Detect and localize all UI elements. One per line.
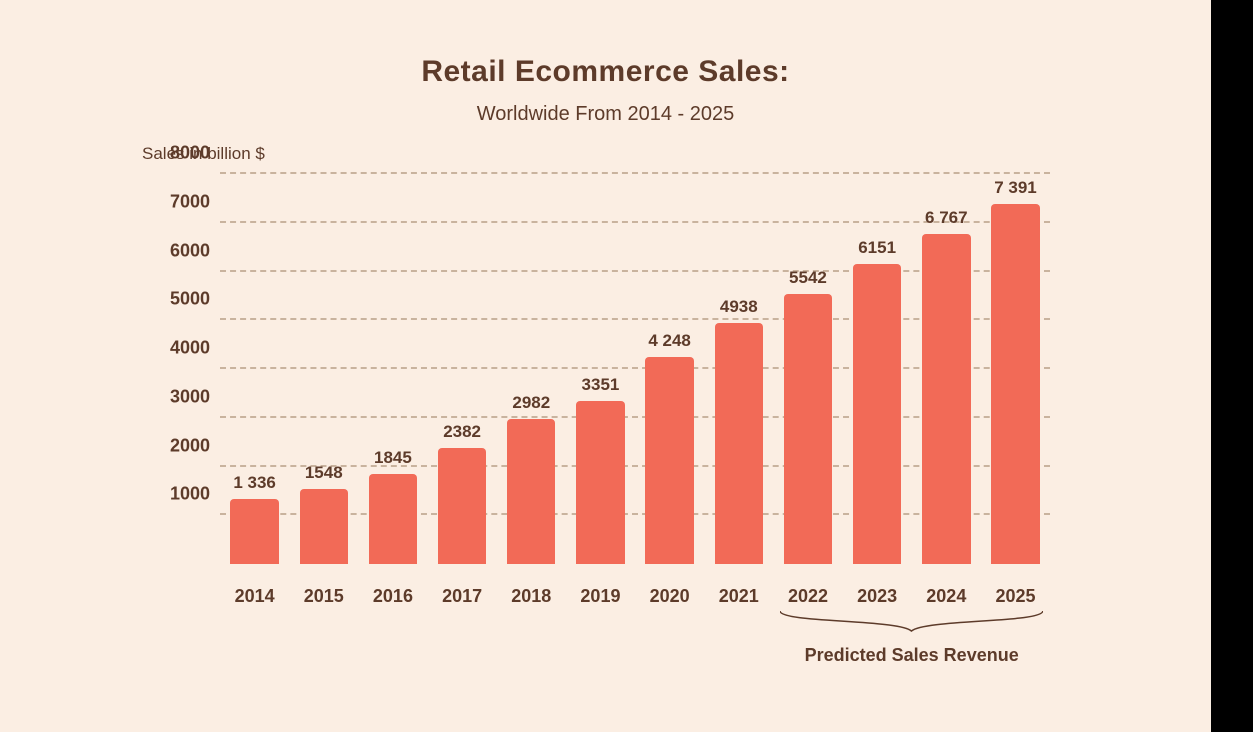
- x-tick-label: 2024: [912, 586, 981, 607]
- y-tick-label: 1000: [140, 484, 210, 505]
- bar-value-label: 2382: [443, 422, 481, 442]
- x-tick-label: 2025: [981, 586, 1050, 607]
- bar-value-label: 6 767: [925, 208, 968, 228]
- y-tick-label: 2000: [140, 435, 210, 456]
- bar: [991, 204, 1039, 564]
- bar: [784, 294, 832, 564]
- bar: [507, 419, 555, 564]
- bar-value-label: 5542: [789, 268, 827, 288]
- bar-slot: 1845: [358, 174, 427, 564]
- bar-slot: 4938: [704, 174, 773, 564]
- y-tick-label: 6000: [140, 240, 210, 261]
- bar-value-label: 2982: [512, 393, 550, 413]
- bar: [300, 489, 348, 564]
- predicted-bracket-area: Predicted Sales Revenue: [220, 607, 1050, 677]
- y-tick-label: 5000: [140, 289, 210, 310]
- x-axis-labels: 2014201520162017201820192020202120222023…: [220, 586, 1050, 607]
- bar: [645, 357, 693, 564]
- bar: [230, 499, 278, 564]
- y-tick-label: 4000: [140, 338, 210, 359]
- x-tick-label: 2015: [289, 586, 358, 607]
- plot-area: 100020003000400050006000700080001 336154…: [140, 174, 1050, 564]
- x-tick-label: 2014: [220, 586, 289, 607]
- y-tick-label: 7000: [140, 191, 210, 212]
- bar: [922, 234, 970, 564]
- bar-slot: 2382: [428, 174, 497, 564]
- x-tick-label: 2018: [497, 586, 566, 607]
- bar-value-label: 1548: [305, 463, 343, 483]
- bar-value-label: 4938: [720, 297, 758, 317]
- page: Retail Ecommerce Sales: Worldwide From 2…: [0, 0, 1253, 732]
- bar-value-label: 1845: [374, 448, 412, 468]
- x-tick-label: 2016: [358, 586, 427, 607]
- x-tick-label: 2017: [428, 586, 497, 607]
- predicted-label: Predicted Sales Revenue: [780, 645, 1043, 666]
- bar-slot: 3351: [566, 174, 635, 564]
- bar-value-label: 7 391: [994, 178, 1037, 198]
- bar-value-label: 4 248: [648, 331, 691, 351]
- bar-slot: 1 336: [220, 174, 289, 564]
- bar-value-label: 6151: [858, 238, 896, 258]
- bar-slot: 4 248: [635, 174, 704, 564]
- y-tick-label: 3000: [140, 386, 210, 407]
- bar: [369, 474, 417, 564]
- x-tick-label: 2022: [773, 586, 842, 607]
- chart-title: Retail Ecommerce Sales:: [40, 55, 1171, 89]
- plot-wrap: 100020003000400050006000700080001 336154…: [140, 174, 1050, 677]
- bar-slot: 6 767: [912, 174, 981, 564]
- x-tick-label: 2021: [704, 586, 773, 607]
- bar: [715, 323, 763, 564]
- bar-slot: 6151: [843, 174, 912, 564]
- x-tick-label: 2020: [635, 586, 704, 607]
- bar-slot: 7 391: [981, 174, 1050, 564]
- y-axis-label: Sales in billion $: [142, 144, 1171, 164]
- chart-subtitle: Worldwide From 2014 - 2025: [40, 103, 1171, 126]
- bars-container: 1 336 1548 1845 2382 2982 3351 4 248 4938 5542 61…: [220, 174, 1050, 564]
- predicted-bracket: [780, 611, 1043, 637]
- bar-slot: 5542: [773, 174, 842, 564]
- bar: [853, 264, 901, 564]
- bar-slot: 2982: [497, 174, 566, 564]
- bar: [576, 401, 624, 564]
- bar-value-label: 1 336: [233, 473, 276, 493]
- bar-value-label: 3351: [582, 375, 620, 395]
- chart-container: Retail Ecommerce Sales: Worldwide From 2…: [0, 0, 1211, 732]
- x-tick-label: 2023: [843, 586, 912, 607]
- y-tick-label: 8000: [140, 143, 210, 164]
- bar-slot: 1548: [289, 174, 358, 564]
- bar: [438, 448, 486, 564]
- x-tick-label: 2019: [566, 586, 635, 607]
- right-sidebar: [1211, 0, 1253, 732]
